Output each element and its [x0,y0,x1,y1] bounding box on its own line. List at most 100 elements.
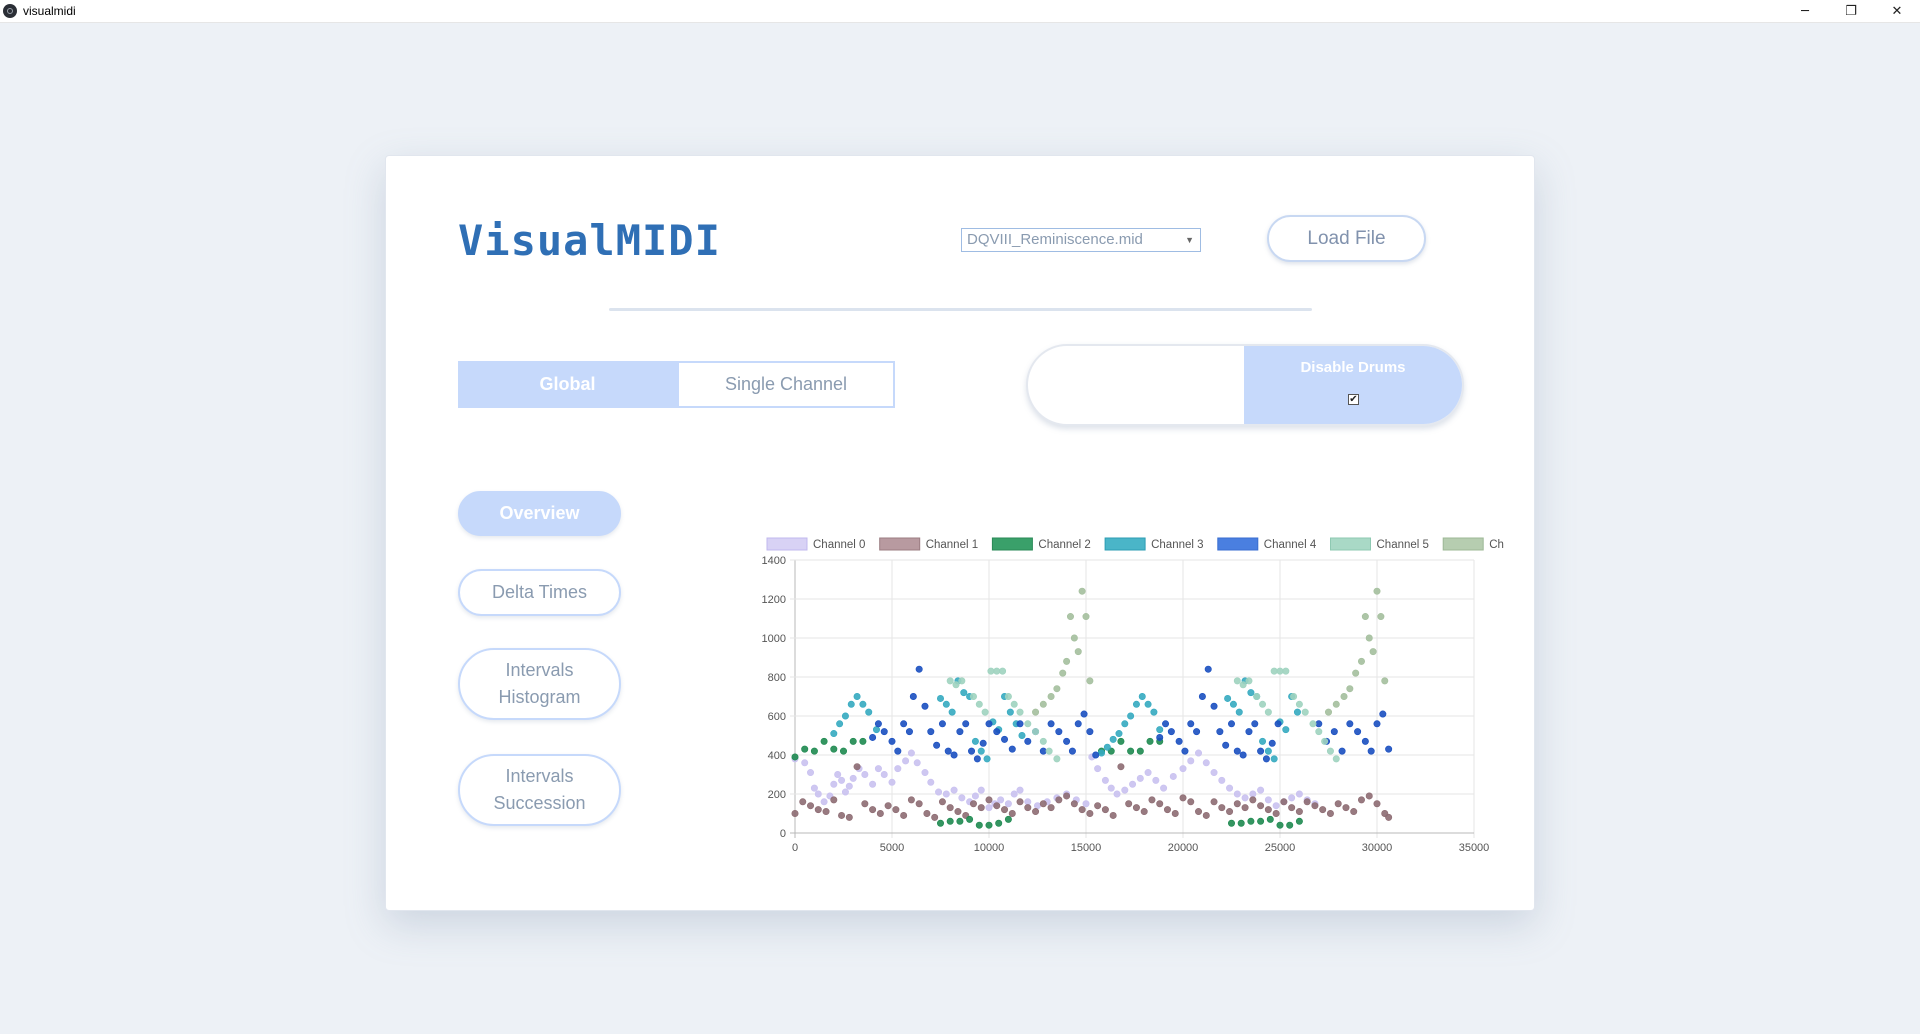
data-point [1274,720,1282,728]
data-point [1109,811,1117,819]
data-point [1226,784,1234,792]
intervals-histogram-button[interactable]: Intervals Histogram [458,648,621,720]
data-point [1342,804,1350,812]
data-point [1094,802,1102,810]
data-point [1152,776,1160,784]
data-point [1024,798,1032,806]
data-point [1385,813,1393,821]
data-point [1361,737,1369,745]
data-point [1361,613,1369,621]
y-tick-label: 1000 [762,633,786,645]
data-point [1262,755,1270,763]
data-point [962,720,970,728]
data-point [985,796,993,804]
data-point [1210,769,1218,777]
data-point [1136,774,1144,782]
data-point [1233,790,1241,798]
data-point [1226,808,1234,816]
data-point [1010,790,1018,798]
data-point [1140,808,1148,816]
data-point [1218,804,1226,812]
data-point [1004,800,1012,808]
data-point [1179,765,1187,773]
restore-button[interactable]: ❐ [1845,3,1857,19]
data-point [807,802,815,810]
data-point [1074,720,1082,728]
y-tick-label: 1400 [762,555,786,567]
data-point [880,728,888,736]
load-file-button[interactable]: Load File [1267,215,1426,262]
data-point [1004,693,1012,701]
disable-drums-checkbox[interactable]: ✔ [1348,394,1359,405]
data-point [1379,710,1387,718]
data-point [1276,667,1284,675]
data-point [997,796,1005,804]
data-point [1346,685,1354,693]
data-point [956,728,964,736]
overview-button[interactable]: Overview [458,491,621,536]
main-card: VisualMIDI DQVIII_Reminiscence.mid ▼ Loa… [385,155,1535,911]
legend-swatch [879,537,921,551]
minimize-button[interactable]: ─ [1801,3,1809,19]
data-point [880,770,888,778]
data-point [1187,757,1195,765]
data-point [1235,708,1243,716]
data-point [1198,693,1206,701]
data-point [907,749,915,757]
data-point [1016,786,1024,794]
disable-drums-label: Disable Drums [1300,359,1406,376]
data-point [1024,737,1032,745]
data-point [791,809,799,817]
data-point [944,747,952,755]
legend-swatch [991,537,1033,551]
tab-single-channel[interactable]: Single Channel [677,361,895,408]
data-point [1264,708,1272,716]
legend-label: Channel 6 [1489,539,1504,551]
data-point [1033,802,1041,810]
x-tick-label: 15000 [1071,842,1102,854]
data-point [884,802,892,810]
data-point [1257,747,1265,755]
data-point [1103,743,1111,751]
delta-times-button[interactable]: Delta Times [458,569,621,616]
data-point [894,747,902,755]
legend-label: Channel 3 [1151,539,1203,551]
data-point [935,788,943,796]
data-point [1016,798,1024,806]
data-point [1332,700,1340,708]
data-point [1239,681,1247,689]
data-point [973,755,981,763]
data-point [933,741,941,749]
data-point [1373,720,1381,728]
data-point [830,745,838,753]
data-point [830,780,838,788]
intervals-succession-button[interactable]: Intervals Succession [458,754,621,826]
data-point [958,677,966,685]
data-point [1270,755,1278,763]
data-point [1385,745,1393,753]
data-point [993,667,1001,675]
data-point [1156,800,1164,808]
data-point [869,806,877,814]
data-point [1032,708,1040,716]
data-point [1290,693,1298,701]
data-point [1066,613,1074,621]
data-point [874,765,882,773]
data-point [801,759,809,767]
x-tick-label: 35000 [1459,842,1490,854]
close-button[interactable]: ✕ [1891,3,1903,19]
file-select[interactable]: DQVIII_Reminiscence.mid ▼ [961,228,1201,252]
disable-drums-panel[interactable]: Disable Drums ✔ [1244,346,1462,424]
data-point [849,774,857,782]
data-point [1138,693,1146,701]
data-point [1282,726,1290,734]
data-point [888,778,896,786]
window-controls: ─ ❐ ✕ [1782,0,1920,22]
tab-global[interactable]: Global [458,361,677,408]
data-point [1181,747,1189,755]
data-point [1233,747,1241,755]
data-point [995,819,1003,827]
data-point [859,737,867,745]
data-point [814,790,822,798]
data-point [1247,817,1255,825]
